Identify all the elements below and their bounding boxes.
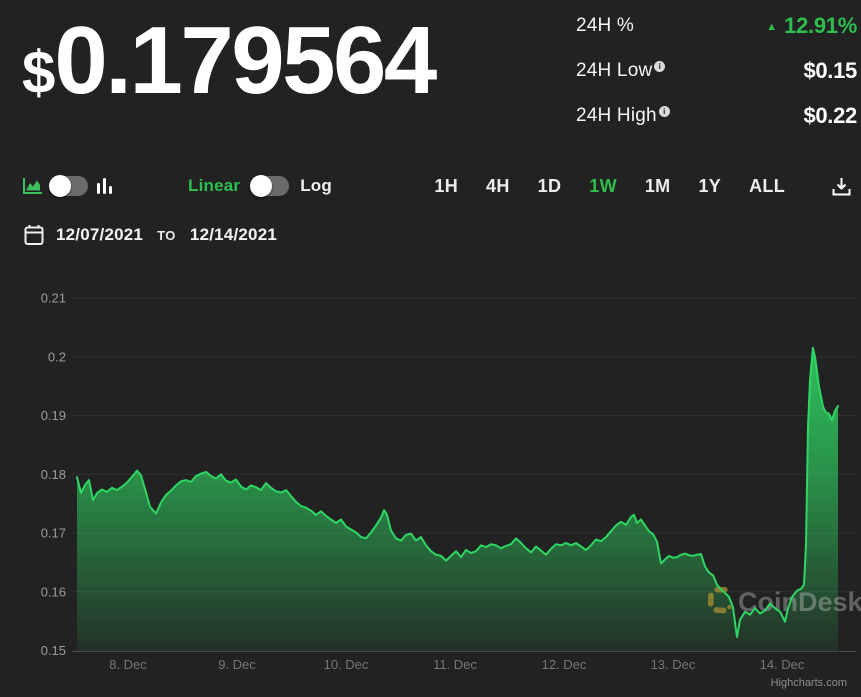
x-axis-label: 9. Dec xyxy=(218,657,256,672)
price-value: 0.179564 xyxy=(54,7,437,114)
range-button-1d[interactable]: 1D xyxy=(537,176,562,196)
stat-24h-change: 24H % ▲ 12.91% xyxy=(576,13,857,39)
highcharts-credit[interactable]: Highcharts.com xyxy=(771,677,847,689)
currency-symbol: $ xyxy=(22,39,55,106)
x-axis-label: 12. Dec xyxy=(542,657,587,672)
area-chart-icon[interactable] xyxy=(22,177,43,195)
x-axis-label: 10. Dec xyxy=(324,657,369,672)
chart-type-switcher xyxy=(22,175,113,197)
stat-24h-low: 24H Low i $0.15 xyxy=(576,58,857,84)
info-icon[interactable]: i xyxy=(658,106,670,117)
y-axis-label: 0.16 xyxy=(41,584,66,599)
info-icon[interactable]: i xyxy=(654,61,666,72)
download-button[interactable] xyxy=(831,176,852,197)
y-axis-label: 0.18 xyxy=(41,467,66,482)
y-axis-label: 0.19 xyxy=(41,408,66,423)
coindesk-watermark-text: CoinDesk xyxy=(738,587,861,617)
stats-panel: 24H % ▲ 12.91% 24H Low i $0.15 24H High i $… xyxy=(576,13,857,129)
y-axis-label: 0.2 xyxy=(48,349,66,364)
y-axis-label: 0.17 xyxy=(41,526,66,541)
stat-value: $0.22 xyxy=(803,103,857,128)
bar-chart-icon[interactable] xyxy=(96,176,113,196)
x-axis-label: 14. Dec xyxy=(760,657,805,672)
stat-label: 24H % xyxy=(576,15,635,36)
y-axis-label: 0.15 xyxy=(41,643,66,658)
date-separator: TO xyxy=(157,227,176,243)
x-axis-label: 13. Dec xyxy=(651,657,696,672)
range-button-1m[interactable]: 1M xyxy=(644,176,671,196)
scale-toggle[interactable] xyxy=(250,175,290,197)
price-line xyxy=(76,346,839,638)
range-button-1w[interactable]: 1W xyxy=(589,176,617,196)
date-range-picker: 12/07/2021 TO 12/14/2021 xyxy=(24,224,277,246)
area-fill xyxy=(77,347,838,651)
coindesk-logo-mark xyxy=(713,607,727,614)
stat-value: $0.15 xyxy=(803,58,857,83)
scale-switcher: Linear Log xyxy=(188,175,332,197)
range-button-1h[interactable]: 1H xyxy=(434,176,459,196)
toggle-knob[interactable] xyxy=(49,175,71,197)
range-button-all[interactable]: ALL xyxy=(749,176,785,196)
download-icon[interactable] xyxy=(831,176,852,197)
y-axis-label: 0.21 xyxy=(41,291,66,306)
date-from[interactable]: 12/07/2021 xyxy=(56,225,144,244)
range-selector: 1H 4H 1D 1W 1M 1Y ALL xyxy=(434,176,852,197)
log-label[interactable]: Log xyxy=(300,176,332,195)
chart-type-toggle[interactable] xyxy=(49,175,88,197)
stat-label: 24H Low i xyxy=(576,60,666,82)
up-triangle-icon: ▲ xyxy=(766,21,778,33)
range-button-4h[interactable]: 4H xyxy=(486,176,510,196)
coindesk-logo-mark xyxy=(727,604,732,610)
x-axis-label: 8. Dec xyxy=(109,657,147,672)
stat-value: ▲ 12.91% xyxy=(766,13,857,38)
range-button-1y[interactable]: 1Y xyxy=(698,176,722,196)
stat-label: 24H High i xyxy=(576,105,670,127)
range-buttons: 1H 4H 1D 1W 1M 1Y ALL xyxy=(434,176,785,197)
linear-label[interactable]: Linear xyxy=(188,176,241,195)
calendar-icon[interactable] xyxy=(24,224,44,246)
toggle-knob[interactable] xyxy=(250,175,273,197)
current-price: $0.179564 xyxy=(22,7,437,114)
chart-controls: Linear Log 1H 4H 1D 1W 1M 1Y ALL xyxy=(0,175,861,202)
date-to[interactable]: 12/14/2021 xyxy=(189,225,278,244)
stat-24h-high: 24H High i $0.22 xyxy=(576,103,857,129)
x-axis-label: 11. Dec xyxy=(433,657,477,672)
